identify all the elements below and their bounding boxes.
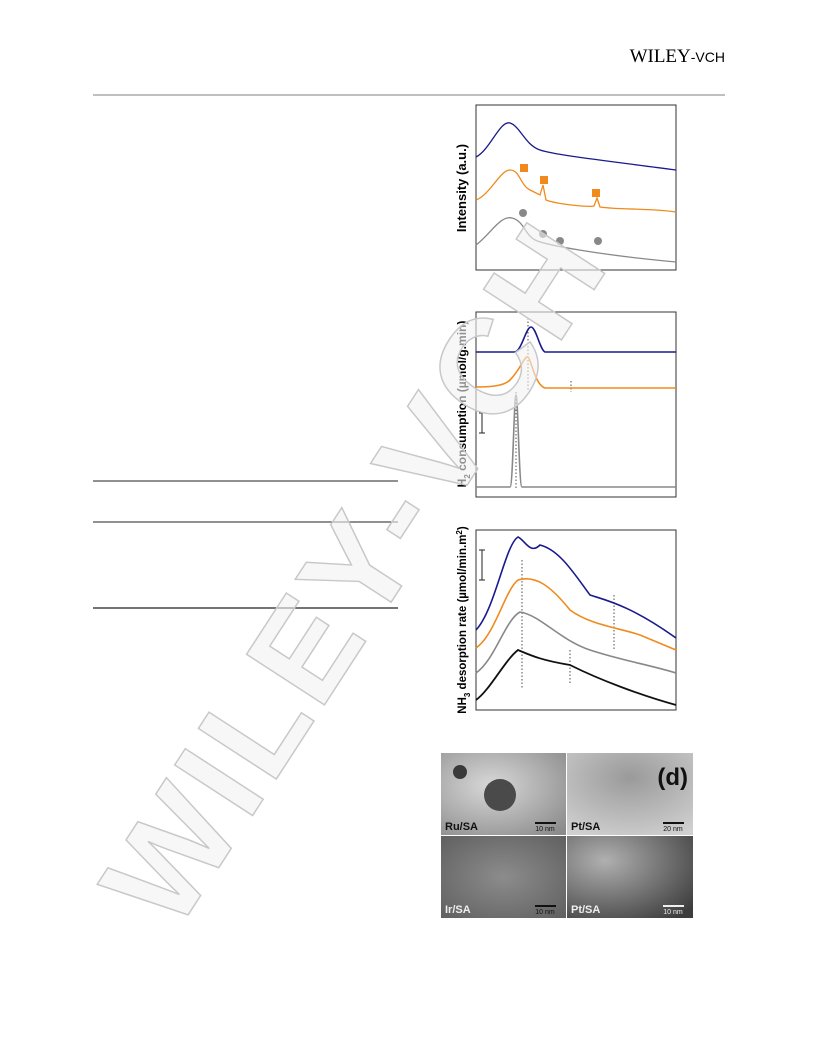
y-label: NH3 desorption rate (µmol/min.m2)	[455, 526, 472, 714]
curve	[475, 169, 677, 213]
publisher: WILEY	[630, 46, 691, 67]
curve	[475, 356, 676, 389]
panel-d: (d) Ru/SA Pt/SA Ir/SA Pt/SA 10 nm 20 nm …	[441, 753, 693, 918]
marker	[539, 230, 547, 238]
plot-frame	[475, 311, 677, 498]
scale-label: 10 nm	[663, 909, 683, 916]
marker	[540, 176, 548, 184]
marker	[594, 237, 602, 245]
curve	[475, 648, 677, 706]
micrograph	[567, 753, 693, 835]
plot-frame	[475, 529, 677, 711]
curve	[476, 394, 676, 488]
image-label: Ir/SA	[445, 904, 471, 916]
scale-label: 20 nm	[663, 826, 683, 833]
scale-label: 10 nm	[535, 826, 555, 833]
y-label: Intensity (a.u.)	[454, 144, 469, 232]
marker	[592, 189, 600, 197]
marker	[519, 209, 527, 217]
curve	[475, 122, 677, 171]
y-label-part: )	[457, 526, 469, 530]
micrograph	[567, 836, 693, 918]
y-label-sub: 2	[463, 474, 472, 479]
y-label: H2 consumption (µmol/g.min)	[455, 321, 472, 488]
y-label-part: consumption (µmol/g.min)	[455, 321, 469, 475]
panel-label: (d)	[657, 764, 688, 791]
scale-bar	[479, 549, 485, 581]
curve	[475, 611, 677, 674]
curve	[475, 217, 677, 263]
image-label: Pt/SA	[571, 821, 600, 833]
curve	[476, 326, 676, 353]
particle	[453, 765, 467, 779]
scale-bar	[479, 412, 485, 434]
curve	[475, 536, 677, 639]
micrograph	[441, 836, 566, 918]
panel-b: H2 consumption (µmol/g.min)	[455, 311, 677, 498]
y-label-sub: 3	[463, 692, 472, 697]
particle	[484, 779, 516, 811]
image-label: Ru/SA	[445, 821, 478, 833]
publisher-logo: WILEY-VCH	[630, 46, 725, 67]
curve	[475, 578, 677, 651]
plot-frame	[475, 104, 677, 271]
y-label-part: NH	[457, 697, 469, 714]
marker	[520, 164, 528, 172]
marker	[556, 237, 564, 245]
image-label: Pt/SA	[571, 904, 600, 916]
y-label-part: desorption rate (µmol/min.m	[457, 535, 469, 693]
y-label-sup: 2	[455, 530, 464, 535]
panel-c: NH3 desorption rate (µmol/min.m2)	[455, 526, 677, 714]
scale-label: 10 nm	[535, 909, 555, 916]
panel-a: Intensity (a.u.)	[454, 104, 677, 271]
y-label-part: H	[455, 479, 469, 488]
publisher-suffix: -VCH	[691, 49, 725, 65]
